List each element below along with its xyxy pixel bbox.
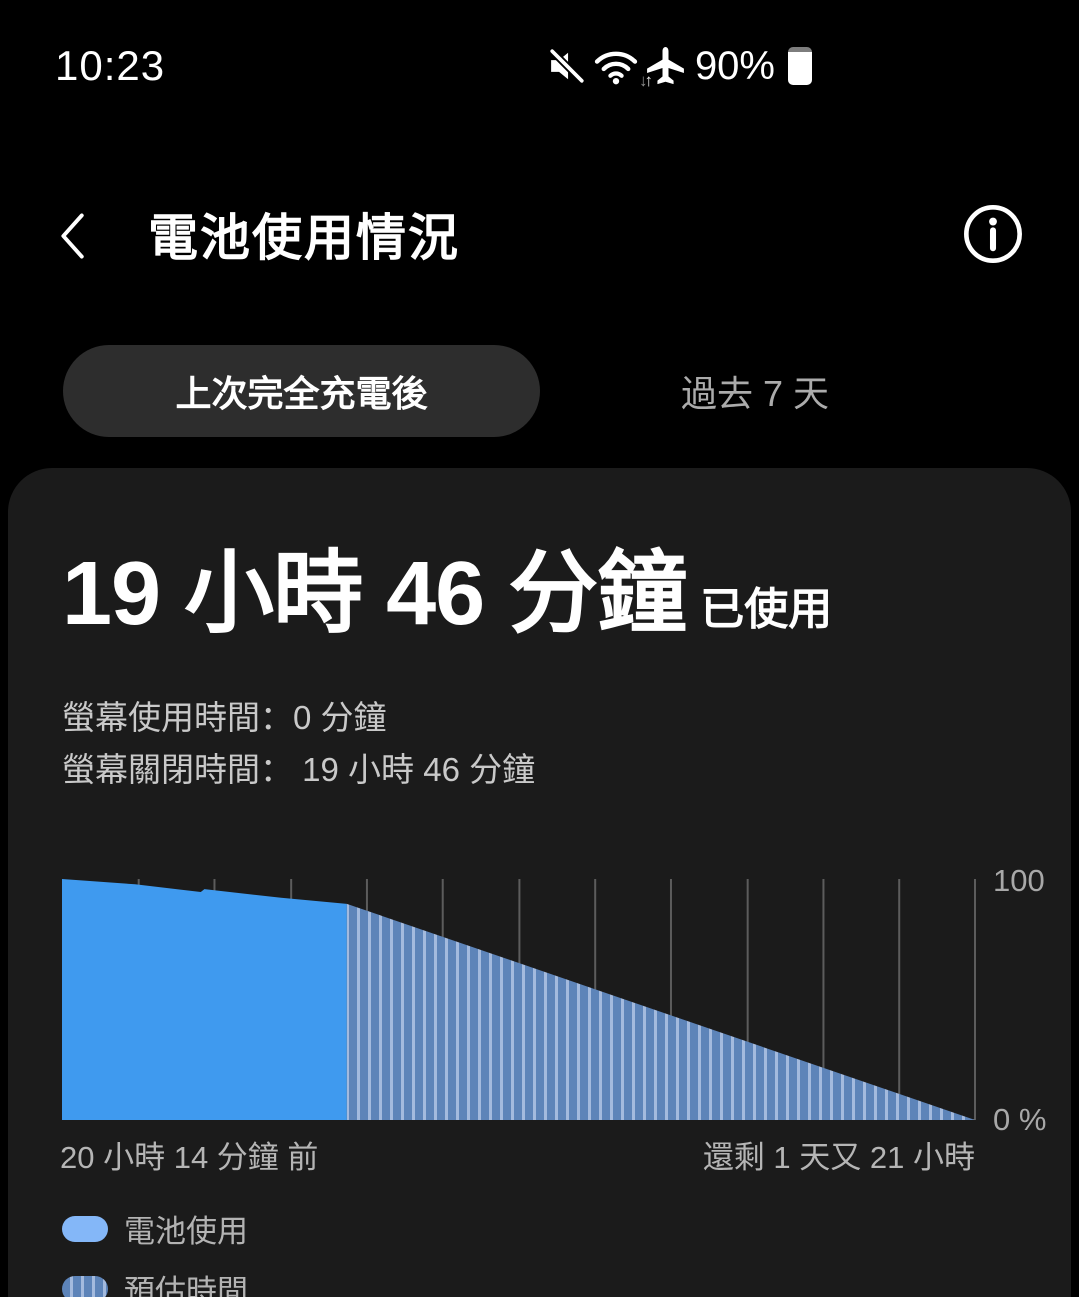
info-button[interactable] (961, 202, 1025, 269)
airplane-mode-icon (647, 47, 684, 85)
legend-label-battery-use: 電池使用 (124, 1214, 248, 1249)
svg-text:100: 100 (993, 867, 1045, 898)
app-header: 電池使用情況 (0, 196, 1079, 280)
svg-text:0 %: 0 % (993, 1102, 1046, 1137)
chart-legend: 電池使用 預估時間 (62, 1206, 248, 1297)
status-bar: 10:23 ↓↑ (0, 0, 1079, 100)
usage-duration: 19 小時 46 分鐘 (62, 544, 687, 644)
legend-swatch-estimated-time (62, 1275, 108, 1297)
clock: 10:23 (55, 42, 166, 89)
mute-icon (549, 48, 585, 84)
wifi-traffic-arrows: ↓↑ (638, 70, 653, 90)
period-tabs: 上次完全充電後 過去 7 天 (63, 345, 1016, 437)
screen-time-lines: 螢幕使用時間：0 分鐘 螢幕關閉時間： 19 小時 46 分鐘 (8, 692, 1071, 796)
legend-item-battery-use: 電池使用 (62, 1206, 248, 1251)
legend-label-estimated-time: 預估時間 (124, 1274, 248, 1297)
chart-x-label-start: 20 小時 14 分鐘 前 (60, 1140, 319, 1175)
usage-duration-suffix: 已使用 (700, 585, 833, 634)
tab-last-7-days[interactable]: 過去 7 天 (540, 345, 970, 437)
status-icons: ↓↑ 90% (549, 43, 812, 89)
page-title: 電池使用情況 (148, 210, 460, 266)
wifi-icon: ↓↑ (594, 48, 653, 89)
tab-since-last-full-charge[interactable]: 上次完全充電後 (63, 345, 540, 437)
legend-item-estimated-time: 預估時間 (62, 1266, 248, 1297)
screen-on-time: 螢幕使用時間：0 分鐘 (62, 699, 387, 736)
usage-card: 19 小時 46 分鐘 已使用 螢幕使用時間：0 分鐘 螢幕關閉時間： 19 小… (8, 468, 1071, 1297)
legend-swatch-battery-use (62, 1215, 108, 1242)
screen-off-time: 螢幕關閉時間： 19 小時 46 分鐘 (62, 751, 536, 788)
chart-x-label-end: 還剩 1 天又 21 小時 (702, 1140, 975, 1175)
battery-level-chart: 100 0 % (62, 867, 1046, 1137)
battery-icon (788, 47, 812, 85)
back-button[interactable] (56, 210, 88, 265)
battery-percent-text: 90% (694, 43, 775, 88)
usage-duration-row: 19 小時 46 分鐘 已使用 (8, 468, 1071, 650)
